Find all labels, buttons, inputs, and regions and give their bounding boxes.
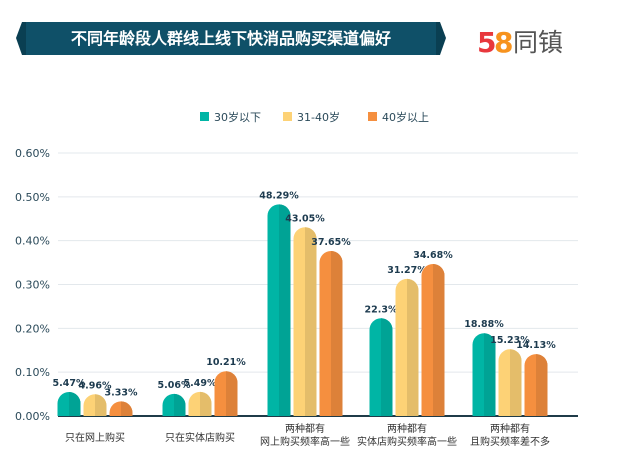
data-label: 37.65% xyxy=(311,237,351,248)
legend-label: 40岁以上 xyxy=(382,110,429,124)
legend-label: 30岁以下 xyxy=(214,110,261,124)
bar xyxy=(57,392,81,416)
bar-shade xyxy=(381,318,393,416)
data-label: 43.05% xyxy=(285,213,325,224)
bar xyxy=(267,204,291,416)
legend: 30岁以下 31-40岁 40岁以上 xyxy=(200,110,429,124)
bar xyxy=(524,354,548,416)
bar-shade xyxy=(536,354,548,416)
data-label: 48.29% xyxy=(259,190,299,201)
category-label: 实体店购买频率高一些 xyxy=(357,435,457,448)
category-label: 只在网上购买 xyxy=(65,431,125,444)
y-tick-label: 0.40% xyxy=(15,235,50,248)
bar-shade xyxy=(331,250,343,416)
banner-shape xyxy=(26,22,436,55)
chart-title: 不同年龄段人群线上线下快消品购买渠道偏好 xyxy=(71,29,391,48)
bar-shade xyxy=(305,227,317,416)
data-label: 5.47% xyxy=(53,378,86,389)
grid: 0.00% 0.10% 0.20% 0.30% 0.40% 0.50% 0.60% xyxy=(15,147,578,423)
y-tick-label: 0.00% xyxy=(15,410,50,423)
category-labels: 只在网上购买 只在实体店购买两种都有网上购买频率高一些两种都有实体店购买频率高一些… xyxy=(65,422,550,448)
data-label: 22.3% xyxy=(365,304,398,315)
bar xyxy=(162,393,186,416)
bar xyxy=(421,263,445,416)
data-label: 3.33% xyxy=(105,387,138,398)
category-label: 且购买频率差不多 xyxy=(470,435,550,448)
bar xyxy=(214,371,238,416)
bar-shade xyxy=(95,394,107,416)
data-label: 14.13% xyxy=(516,340,556,351)
legend-label: 31-40岁 xyxy=(297,110,340,124)
category-label: 两种都有 xyxy=(387,422,427,435)
title-banner: 不同年龄段人群线上线下快消品购买渠道偏好 xyxy=(16,22,446,55)
bar xyxy=(83,394,107,416)
category-label: 两种都有 xyxy=(285,422,325,435)
legend-swatch xyxy=(200,112,209,121)
bar-shade xyxy=(433,263,445,416)
bar xyxy=(109,401,133,416)
data-label: 34.68% xyxy=(413,250,453,261)
bar xyxy=(293,227,317,416)
y-tick-label: 0.10% xyxy=(15,366,50,379)
bar-shade xyxy=(484,333,496,416)
bar xyxy=(369,318,393,416)
category-label: 两种都有 xyxy=(490,422,530,435)
data-label: 5.49% xyxy=(184,378,217,389)
bar xyxy=(395,278,419,416)
bars: 5.47%4.96%3.33% 5.06%5.49% 10.21% 48.29% 43.… xyxy=(53,190,556,416)
bar xyxy=(188,391,212,416)
logo-digit-8: 8 xyxy=(494,26,513,59)
data-label: 5.06% xyxy=(158,380,191,391)
bar-shade xyxy=(69,392,81,416)
logo-text: 同镇 xyxy=(513,28,563,57)
bar-shade xyxy=(174,393,186,416)
data-label: 10.21% xyxy=(206,357,246,368)
bar xyxy=(472,333,496,416)
bar-shade xyxy=(407,278,419,416)
y-tick-label: 0.20% xyxy=(15,322,50,335)
bar-shade xyxy=(226,371,238,416)
bar xyxy=(498,349,522,416)
bar-shade xyxy=(510,349,522,416)
bar-shade xyxy=(121,401,133,416)
data-label: 31.27% xyxy=(387,265,427,276)
category-label: 只在实体店购买 xyxy=(165,431,235,444)
logo-digit-5: 5 xyxy=(477,26,496,59)
data-label: 4.96% xyxy=(79,380,112,391)
y-tick-label: 0.30% xyxy=(15,279,50,292)
y-tick-label: 0.50% xyxy=(15,191,50,204)
bar-shade xyxy=(200,391,212,416)
data-label: 15.23% xyxy=(490,335,530,346)
category-label: 网上购买频率高一些 xyxy=(260,435,350,448)
y-tick-label: 0.60% xyxy=(15,147,50,160)
legend-swatch xyxy=(283,112,292,121)
bar-shade xyxy=(279,204,291,416)
logo: 5 8 同镇 xyxy=(477,26,563,59)
data-label: 18.88% xyxy=(464,319,504,330)
legend-swatch xyxy=(368,112,377,121)
bar xyxy=(319,250,343,416)
